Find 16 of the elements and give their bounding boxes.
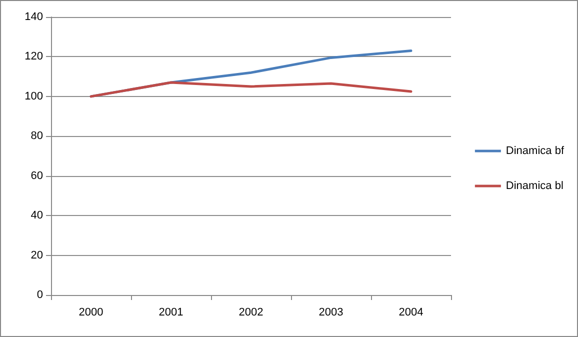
y-tick-label: 80 [30, 130, 43, 142]
y-tick-label: 0 [36, 289, 43, 301]
x-tick-label: 2002 [238, 306, 264, 318]
x-tick-label: 2000 [78, 306, 104, 318]
y-tick-label: 60 [30, 170, 43, 182]
x-tick-label: 2004 [398, 306, 424, 318]
y-tick-label: 100 [24, 90, 43, 102]
x-tick-label: 2003 [318, 306, 344, 318]
y-tick-label: 140 [24, 11, 43, 23]
x-tick-label: 2001 [158, 306, 184, 318]
legend-label: Dinamica bf [506, 145, 565, 157]
y-tick-label: 20 [30, 249, 43, 262]
y-tick-label: 40 [30, 210, 43, 222]
line-series [90, 81, 412, 98]
legend-label: Dinamica bl [506, 180, 564, 192]
y-tick-label: 120 [24, 50, 43, 63]
